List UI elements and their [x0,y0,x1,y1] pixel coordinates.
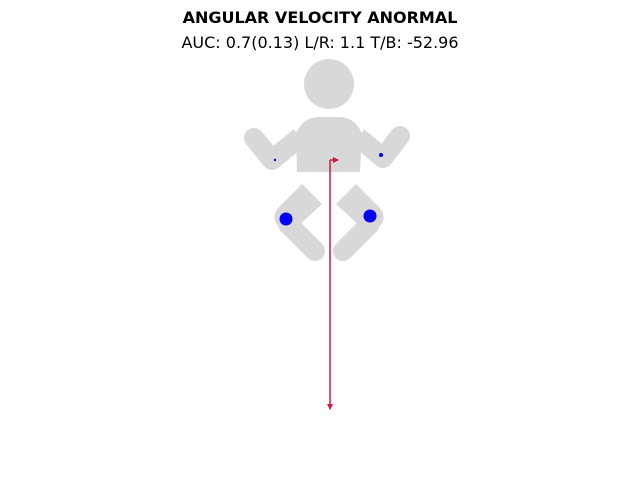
right-wrist-marker [379,153,383,157]
direction-arrows [327,157,339,410]
right-knee-marker [363,209,377,223]
left-wrist-marker [273,158,277,162]
torso-shape [296,117,362,172]
left-knee-marker [279,212,293,226]
head-shape [304,59,354,109]
infant-silhouette-icon [244,59,410,261]
left-forearm-shape [244,128,282,170]
left-shin-shape [278,214,325,261]
right-forearm-shape [373,126,410,168]
figure-title: ANGULAR VELOCITY ANORMAL [182,8,458,27]
right-shin-shape [333,214,380,261]
velocity-markers [273,153,383,226]
figure-subtitle: AUC: 0.7(0.13) L/R: 1.1 T/B: -52.96 [181,33,459,52]
